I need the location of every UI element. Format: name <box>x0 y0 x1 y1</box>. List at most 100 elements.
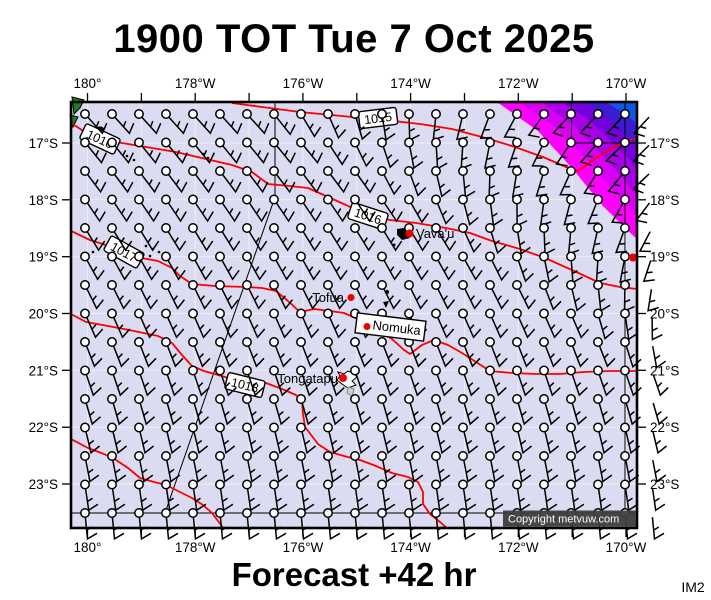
wind-barb-station-circle <box>512 166 522 176</box>
wind-barb-station-circle <box>377 251 387 262</box>
wind-barb <box>86 173 107 194</box>
wind-barb <box>544 459 559 483</box>
wind-barb <box>248 259 267 281</box>
wind-barb-station-circle <box>161 194 171 205</box>
island-dot <box>125 154 129 158</box>
wind-barb-station-circle <box>323 251 333 262</box>
wind-barb-station-circle <box>269 308 279 319</box>
wind-barb-station-circle <box>458 251 468 262</box>
wind-barb <box>436 203 454 225</box>
wind-barb <box>275 202 295 223</box>
wind-barb-station-circle <box>242 137 252 148</box>
wind-barb <box>383 288 401 310</box>
wind-barb-station-circle <box>566 337 576 347</box>
wind-barb <box>652 431 668 455</box>
wind-barb-station-circle <box>350 137 360 148</box>
wind-barb <box>194 173 215 194</box>
wind-barb-station-circle <box>242 166 252 176</box>
wind-barb-station-circle <box>431 280 441 290</box>
wind-barb <box>168 145 188 164</box>
wind-barb-station-circle <box>188 479 198 490</box>
wind-barb <box>274 402 290 426</box>
wind-barb-station-circle <box>485 508 495 518</box>
lon-label-bottom: 174°W <box>390 540 431 555</box>
place-marker-dot <box>363 323 371 330</box>
wind-barb <box>221 231 241 252</box>
wind-barb-station-circle <box>485 109 495 119</box>
wind-barb <box>167 231 187 252</box>
wind-barb <box>193 345 211 368</box>
wind-barb-station-circle <box>188 251 198 262</box>
lon-label-bottom: 180° <box>74 540 102 555</box>
wind-barb-station-circle <box>296 166 306 176</box>
wind-barb <box>356 173 377 194</box>
wind-barb-station-circle <box>539 194 549 205</box>
wind-barb <box>194 259 213 281</box>
wind-barb <box>113 259 132 281</box>
wind-barb-station-circle <box>350 166 360 176</box>
wind-barb-station-circle <box>566 251 576 262</box>
wind-barb-station-circle <box>161 137 171 148</box>
wind-barb-station-circle <box>242 337 252 347</box>
lon-label-bottom: 170°W <box>606 540 647 555</box>
wind-barb-station-circle <box>512 137 522 148</box>
wind-barb <box>355 345 373 368</box>
wind-barb-station-circle <box>269 337 279 347</box>
wind-barb <box>356 231 376 252</box>
wind-barb <box>436 431 452 455</box>
wind-barb-station-circle <box>539 251 549 262</box>
wind-barb <box>409 374 426 397</box>
wind-barb-station-circle <box>107 394 117 404</box>
wind-barb <box>490 459 505 483</box>
wind-barb <box>651 317 663 341</box>
wind-barb <box>517 431 533 455</box>
wind-barb-station-circle <box>242 308 252 319</box>
wind-barb-station-circle <box>539 337 549 347</box>
wind-barb <box>559 174 572 196</box>
wind-barb <box>328 345 346 368</box>
forecast-hour-label: Forecast +42 hr <box>232 556 477 593</box>
wind-barb-station-circle <box>134 109 144 119</box>
wind-barb-station-circle <box>134 451 144 461</box>
wind-barb <box>483 146 496 170</box>
map-frame-border <box>69 100 639 530</box>
wind-barb <box>382 431 398 455</box>
wind-barb-station-circle <box>215 337 225 347</box>
wind-barb-station-circle <box>593 479 603 490</box>
wind-barb-station-circle <box>80 308 90 319</box>
wind-barb <box>194 316 212 339</box>
wind-barb <box>86 288 104 310</box>
wind-barb <box>383 202 403 223</box>
wind-barb <box>167 288 185 310</box>
axis-layer: 180° 180° 178°W 178°W 176°W 176°W 174°W 174°W 17… <box>29 76 680 555</box>
wind-barb-station-circle <box>566 137 576 148</box>
wind-barb-station-circle <box>80 365 90 376</box>
wind-barb <box>518 316 536 339</box>
wind-barb-station-circle <box>458 508 468 518</box>
wind-barb-station-circle <box>215 194 225 205</box>
wind-barb <box>382 146 399 169</box>
lon-label-top: 172°W <box>498 76 539 91</box>
wind-barb-station-circle <box>296 451 306 461</box>
wind-barb-station-circle <box>242 394 252 404</box>
wind-barb-station-circle <box>404 508 414 518</box>
wind-barb-station-circle <box>458 223 468 233</box>
wind-barb <box>301 459 316 483</box>
wind-barb <box>86 259 105 281</box>
wind-barb-station-circle <box>377 508 387 518</box>
wind-barb <box>437 259 456 281</box>
wind-barb-station-circle <box>593 109 603 119</box>
wind-barb-station-circle <box>593 166 603 176</box>
wind-barb <box>356 259 375 281</box>
wind-barb-station-circle <box>323 137 333 148</box>
wind-barb <box>220 431 236 455</box>
wind-barb-station-circle <box>458 337 468 347</box>
island-shape <box>383 301 389 308</box>
wind-barb <box>631 173 650 194</box>
wind-barb-station-circle <box>485 337 495 347</box>
wind-barb-station-circle <box>350 451 360 461</box>
wind-barb <box>87 145 107 164</box>
wind-barb <box>356 145 374 168</box>
wind-barb-station-circle <box>323 166 333 176</box>
wind-barb <box>625 374 642 397</box>
